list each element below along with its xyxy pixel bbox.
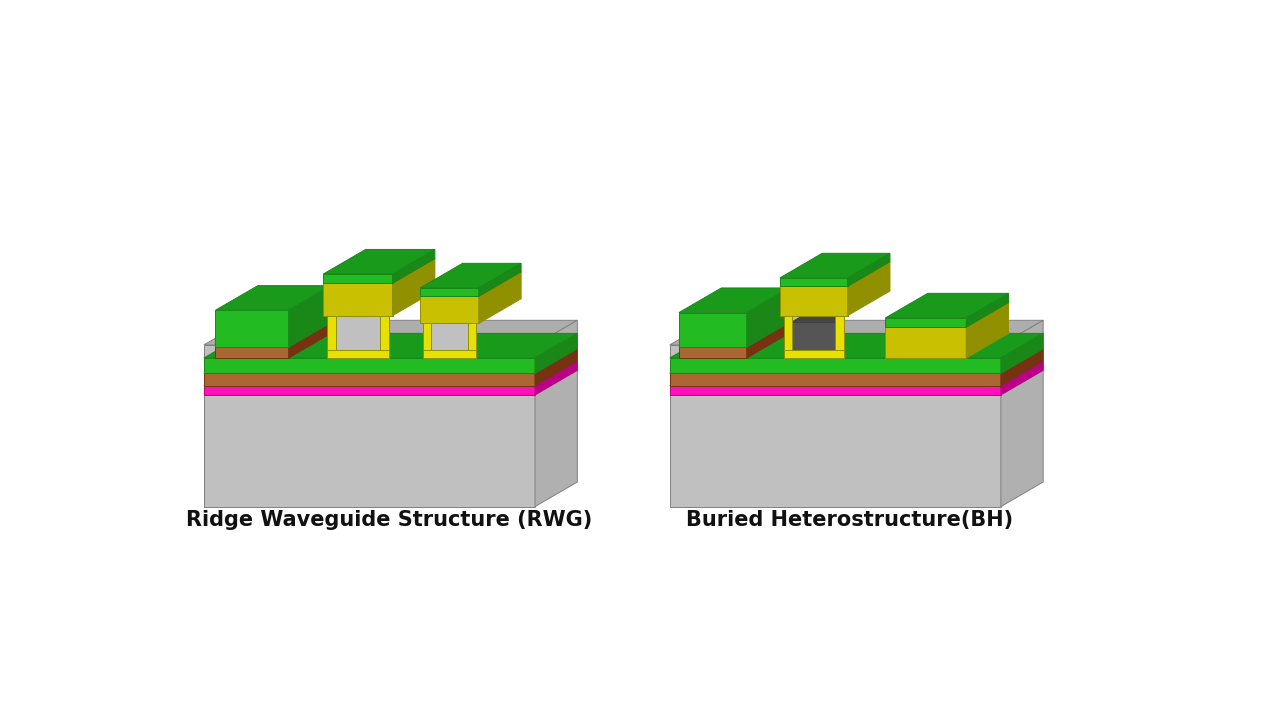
Polygon shape [780,286,848,315]
Polygon shape [479,263,521,296]
Text: Ridge Waveguide Structure (RWG): Ridge Waveguide Structure (RWG) [185,510,592,530]
Text: Buried Heterostructure(BH): Buried Heterostructure(BH) [685,510,1012,530]
Polygon shape [670,320,1043,345]
Polygon shape [204,345,535,507]
Polygon shape [886,318,967,328]
Polygon shape [967,303,1009,358]
Polygon shape [336,315,380,358]
Polygon shape [784,350,844,358]
Polygon shape [323,258,435,283]
Polygon shape [886,303,1009,328]
Polygon shape [679,323,789,347]
Polygon shape [784,315,792,358]
Polygon shape [670,333,1043,358]
Polygon shape [535,349,578,386]
Polygon shape [848,262,889,315]
Polygon shape [327,315,336,358]
Polygon shape [215,347,289,358]
Polygon shape [848,253,889,286]
Polygon shape [421,263,521,288]
Polygon shape [289,323,331,358]
Polygon shape [535,361,578,395]
Polygon shape [679,347,746,358]
Polygon shape [421,272,521,296]
Polygon shape [792,315,835,358]
Polygon shape [835,315,844,358]
Polygon shape [215,323,331,347]
Polygon shape [204,358,535,373]
Polygon shape [780,262,889,286]
Polygon shape [204,349,578,373]
Polygon shape [479,272,521,323]
Polygon shape [204,333,578,358]
Polygon shape [670,373,1001,386]
Polygon shape [431,323,468,358]
Polygon shape [380,315,389,358]
Polygon shape [204,320,578,345]
Polygon shape [967,293,1009,328]
Polygon shape [421,296,479,323]
Polygon shape [323,274,393,283]
Polygon shape [1001,333,1043,373]
Polygon shape [421,288,479,296]
Polygon shape [535,333,578,373]
Polygon shape [423,350,475,358]
Polygon shape [670,349,1043,373]
Polygon shape [423,323,431,358]
Polygon shape [792,322,835,358]
Polygon shape [1001,320,1043,507]
Polygon shape [323,283,393,315]
Polygon shape [1001,349,1043,386]
Polygon shape [679,288,789,313]
Polygon shape [780,278,848,286]
Polygon shape [886,293,1009,318]
Polygon shape [393,258,435,315]
Polygon shape [780,253,889,278]
Polygon shape [323,249,435,274]
Polygon shape [289,286,331,347]
Polygon shape [204,373,535,386]
Polygon shape [468,323,475,358]
Polygon shape [204,361,578,386]
Polygon shape [792,310,856,322]
Polygon shape [746,323,789,358]
Polygon shape [393,249,435,283]
Polygon shape [215,310,289,347]
Polygon shape [327,350,389,358]
Polygon shape [1001,361,1043,395]
Polygon shape [535,320,578,507]
Polygon shape [670,358,1001,373]
Polygon shape [670,345,1001,507]
Polygon shape [746,288,789,347]
Polygon shape [204,386,535,395]
Polygon shape [670,361,1043,386]
Polygon shape [215,286,331,310]
Polygon shape [886,328,967,358]
Polygon shape [670,386,1001,395]
Polygon shape [679,313,746,347]
